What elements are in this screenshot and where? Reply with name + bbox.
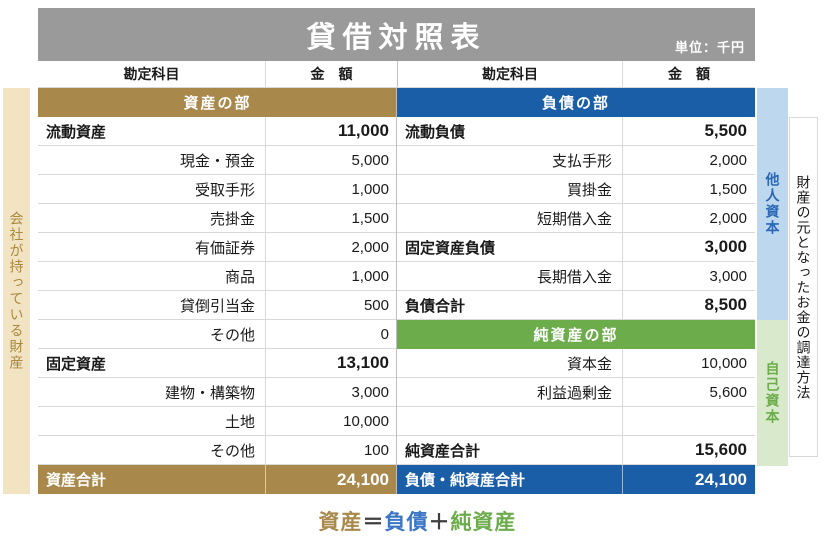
amount-cell: 2,000 xyxy=(622,204,755,232)
amount-cell: 3,000 xyxy=(265,378,397,406)
liabilities-net-assets-total-row: 負債・純資産合計 24,100 xyxy=(397,465,755,494)
left-side-band-label: 会社が持っている財産 xyxy=(3,88,30,494)
amount-cell: 0 xyxy=(265,320,397,348)
amount-cell: 3,000 xyxy=(622,233,755,261)
assets-section-header: 資産の部 xyxy=(38,88,397,117)
amount-cell: 1,500 xyxy=(265,204,397,232)
amount-cell: 24,100 xyxy=(265,465,397,494)
table-row: その他 0 xyxy=(38,320,397,349)
table-row: 建物・構築物 3,000 xyxy=(38,378,397,407)
table-row: 流動負債 5,500 xyxy=(397,117,755,146)
account-label: 支払手形 xyxy=(551,152,612,170)
table-row: その他 100 xyxy=(38,436,397,465)
account-label: 売掛金 xyxy=(209,210,255,228)
amount-cell: 2,000 xyxy=(622,146,755,174)
equation-plus: ＋ xyxy=(428,511,451,534)
net-assets-section-header: 純資産の部 xyxy=(397,320,755,349)
account-label: 商品 xyxy=(224,268,255,286)
equation-net-assets: 純資産 xyxy=(450,511,517,534)
table-row: 売掛金 1,500 xyxy=(38,204,397,233)
liabilities-table: 負債の部 流動負債 5,500 支払手形 2,000 買掛金 1,500 短期借… xyxy=(397,88,755,494)
table-row: 買掛金 1,500 xyxy=(397,175,755,204)
account-label: 土地 xyxy=(224,413,255,431)
amount-cell: 1,000 xyxy=(265,262,397,290)
table-row: 純資産合計 15,600 xyxy=(397,436,755,465)
accounting-equation: 資産＝負債＋純資産 xyxy=(0,506,835,536)
amount-cell: 2,000 xyxy=(265,233,397,261)
amount-cell: 100 xyxy=(265,436,397,464)
table-row: 商品 1,000 xyxy=(38,262,397,291)
column-header-amount-right: 金 額 xyxy=(622,61,755,87)
account-label: 負債・純資産合計 xyxy=(405,472,526,489)
table-row: 支払手形 2,000 xyxy=(397,146,755,175)
table-row: 負債合計 8,500 xyxy=(397,291,755,320)
account-label: 純資産合計 xyxy=(405,442,481,460)
account-label: 短期借入金 xyxy=(536,210,612,228)
page-title: 貸借対照表 xyxy=(306,21,487,54)
assets-total-row: 資産合計 24,100 xyxy=(38,465,397,494)
column-header-row: 勘定科目 金 額 勘定科目 金 額 xyxy=(38,61,755,88)
account-label: 買掛金 xyxy=(566,181,612,199)
amount-cell: 1,500 xyxy=(622,175,755,203)
table-row: 受取手形 1,000 xyxy=(38,175,397,204)
amount-cell: 11,000 xyxy=(265,117,397,145)
other-capital-band-label: 他人資本 xyxy=(757,88,788,320)
amount-cell: 3,000 xyxy=(622,262,755,290)
table-row: 長期借入金 3,000 xyxy=(397,262,755,291)
amount-cell: 10,000 xyxy=(622,349,755,377)
account-label: 長期借入金 xyxy=(536,268,612,286)
equation-liabilities: 負債 xyxy=(384,511,429,534)
amount-cell: 24,100 xyxy=(622,465,755,494)
table-row: 資本金 10,000 xyxy=(397,349,755,378)
amount-cell: 5,500 xyxy=(622,117,755,145)
amount-cell: 1,000 xyxy=(265,175,397,203)
account-label: 資産合計 xyxy=(46,472,107,489)
account-label: 固定資産負債 xyxy=(405,239,496,257)
table-row: 固定資産 13,100 xyxy=(38,349,397,378)
right-outer-band-label: 財産の元となったお金の調達方法 xyxy=(789,117,818,457)
account-label: 貸倒引当金 xyxy=(179,297,255,315)
amount-cell: 5,600 xyxy=(622,378,755,406)
account-label: 利益過剰金 xyxy=(536,384,612,402)
amount-cell: 15,600 xyxy=(622,436,755,464)
account-label: 現金・預金 xyxy=(179,152,255,170)
amount-cell: 500 xyxy=(265,291,397,319)
account-label: 受取手形 xyxy=(194,181,255,199)
table-row: 固定資産負債 3,000 xyxy=(397,233,755,262)
table-row: 貸倒引当金 500 xyxy=(38,291,397,320)
column-header-account-right: 勘定科目 xyxy=(397,61,622,87)
title-bar: 貸借対照表 単位：千円 xyxy=(38,8,755,61)
amount-cell: 10,000 xyxy=(265,407,397,435)
account-label: 資本金 xyxy=(566,355,612,373)
amount-cell: 13,100 xyxy=(265,349,397,377)
account-label: 負債合計 xyxy=(405,297,466,315)
amount-cell: 5,000 xyxy=(265,146,397,174)
column-header-account-left: 勘定科目 xyxy=(123,66,180,82)
table-row-empty xyxy=(397,407,755,436)
amount-cell xyxy=(622,407,755,435)
table-row: 流動資産 11,000 xyxy=(38,117,397,146)
account-label: 有価証券 xyxy=(194,239,255,257)
assets-table: 資産の部 流動資産 11,000 現金・預金 5,000 受取手形 1,000 … xyxy=(38,88,397,494)
account-label: 流動負債 xyxy=(405,123,466,141)
own-capital-band-label: 自己資本 xyxy=(757,320,788,466)
equation-assets: 資産 xyxy=(318,511,363,534)
account-label xyxy=(397,407,622,435)
amount-cell: 8,500 xyxy=(622,291,755,319)
account-label: その他 xyxy=(209,442,255,460)
table-row: 有価証券 2,000 xyxy=(38,233,397,262)
table-row: 短期借入金 2,000 xyxy=(397,204,755,233)
column-header-amount-left: 金 額 xyxy=(265,61,397,87)
account-label: その他 xyxy=(209,326,255,344)
table-row: 利益過剰金 5,600 xyxy=(397,378,755,407)
account-label: 流動資産 xyxy=(46,123,107,141)
unit-label: 単位：千円 xyxy=(674,40,745,55)
table-row: 土地 10,000 xyxy=(38,407,397,436)
account-label: 固定資産 xyxy=(46,355,107,373)
liabilities-section-header: 負債の部 xyxy=(397,88,755,117)
table-row: 現金・預金 5,000 xyxy=(38,146,397,175)
account-label: 建物・構築物 xyxy=(164,384,255,402)
equation-equals: ＝ xyxy=(362,511,385,534)
